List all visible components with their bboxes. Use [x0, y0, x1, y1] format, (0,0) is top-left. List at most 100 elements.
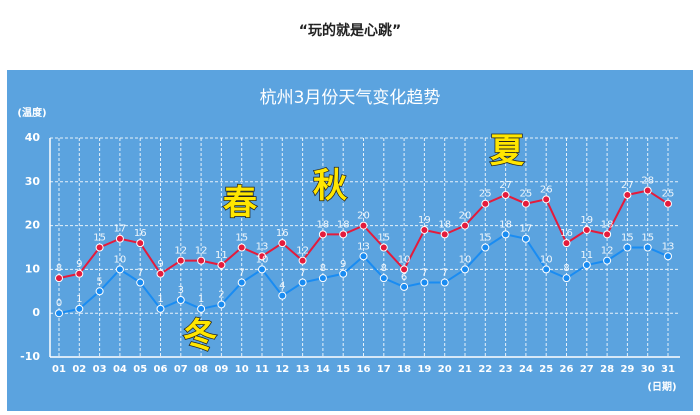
- data-point: [55, 309, 63, 318]
- data-point: [501, 190, 510, 199]
- data-label: 27: [621, 180, 634, 191]
- data-label: 12: [174, 246, 187, 257]
- data-point: [197, 256, 206, 265]
- data-label: 12: [296, 246, 309, 257]
- data-label: 2: [218, 289, 224, 300]
- x-tick-label: 25: [539, 364, 553, 375]
- data-point: [582, 261, 591, 270]
- x-tick-label: 12: [275, 364, 289, 375]
- data-point: [55, 274, 63, 283]
- data-label: 18: [337, 219, 350, 230]
- data-label: 8: [381, 263, 387, 274]
- data-point: [542, 265, 551, 274]
- data-point: [258, 252, 266, 261]
- data-point: [562, 274, 571, 283]
- data-point: [420, 225, 429, 234]
- data-label: 17: [520, 224, 533, 235]
- data-label: 7: [442, 268, 448, 279]
- data-point: [176, 296, 185, 305]
- x-tick-label: 24: [519, 364, 533, 375]
- data-label: 9: [76, 259, 82, 270]
- data-label: 1: [157, 294, 163, 305]
- data-label: 18: [317, 219, 330, 230]
- data-label: 8: [320, 263, 326, 274]
- chart-panel: [7, 70, 693, 411]
- data-point: [136, 278, 145, 287]
- data-point: [501, 230, 510, 239]
- data-label: 18: [601, 219, 614, 230]
- data-label: 10: [398, 254, 411, 265]
- data-point: [461, 265, 469, 274]
- data-point: [176, 256, 185, 265]
- data-point: [623, 190, 632, 199]
- data-label: 27: [499, 180, 512, 191]
- data-label: 1: [198, 294, 204, 305]
- data-point: [95, 287, 104, 296]
- data-point: [278, 239, 287, 248]
- data-label: 17: [114, 224, 127, 235]
- x-tick-label: 31: [661, 364, 675, 375]
- data-point: [521, 199, 530, 208]
- annotation: 冬: [183, 316, 217, 356]
- data-label: 3: [178, 285, 184, 296]
- data-point: [115, 265, 124, 274]
- data-point: [643, 243, 652, 252]
- data-label: 15: [479, 233, 492, 244]
- data-label: 25: [479, 189, 492, 200]
- x-tick-label: 05: [133, 364, 147, 375]
- data-point: [643, 186, 652, 195]
- data-point: [359, 221, 368, 230]
- data-point: [481, 243, 490, 252]
- data-label: 1: [76, 294, 82, 305]
- data-label: 19: [580, 215, 593, 226]
- data-label: 7: [421, 268, 427, 279]
- data-label: 18: [499, 219, 512, 230]
- data-point: [339, 230, 348, 239]
- data-label: 28: [641, 176, 654, 187]
- data-point: [237, 243, 246, 252]
- x-tick-label: 28: [600, 364, 614, 375]
- data-point: [379, 243, 388, 252]
- y-tick-label: 30: [25, 175, 41, 188]
- data-point: [217, 261, 226, 270]
- chart-title: 杭州3月份天气变化趋势: [260, 88, 441, 108]
- x-tick-label: 13: [296, 364, 310, 375]
- x-tick-label: 08: [194, 364, 208, 375]
- x-tick-label: 11: [255, 364, 269, 375]
- x-tick-label: 09: [214, 364, 228, 375]
- data-point: [603, 256, 612, 265]
- data-point: [258, 265, 266, 274]
- y-tick-label: -10: [20, 350, 40, 363]
- data-label: 9: [340, 259, 346, 270]
- x-tick-label: 21: [458, 364, 472, 375]
- data-label: 7: [239, 268, 245, 279]
- data-point: [521, 234, 530, 243]
- data-point: [75, 269, 84, 278]
- x-tick-label: 26: [560, 364, 574, 375]
- data-label: 8: [563, 263, 569, 274]
- data-point: [562, 239, 571, 248]
- annotation: 秋: [313, 166, 347, 206]
- x-tick-label: 03: [93, 364, 107, 375]
- data-point: [481, 199, 490, 208]
- data-point: [400, 265, 409, 274]
- data-point: [339, 269, 348, 278]
- data-label: 7: [137, 268, 143, 279]
- data-point: [664, 252, 672, 261]
- data-point: [461, 221, 469, 230]
- data-label: 26: [540, 184, 553, 195]
- x-axis-label: (日期): [647, 380, 676, 393]
- x-tick-label: 23: [499, 364, 513, 375]
- annotation: 夏: [490, 131, 525, 171]
- x-tick-label: 20: [438, 364, 452, 375]
- data-label: 18: [438, 219, 451, 230]
- data-label: 20: [357, 211, 370, 222]
- x-tick-label: 18: [397, 364, 411, 375]
- x-tick-label: 19: [417, 364, 431, 375]
- data-label: 13: [256, 241, 269, 252]
- data-label: 15: [93, 233, 106, 244]
- data-point: [197, 304, 206, 313]
- data-point: [95, 243, 104, 252]
- data-label: 13: [662, 241, 675, 252]
